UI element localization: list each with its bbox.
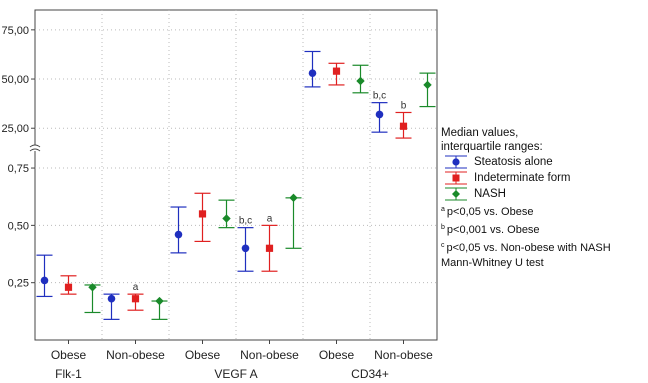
- axis-break-mark: [29, 144, 41, 148]
- legend-entry-nash: NASH: [441, 186, 611, 202]
- axis-break-gap: [29, 145, 41, 151]
- legend-swatch-diamond-icon: [445, 187, 467, 201]
- legend-label-nash: NASH: [474, 188, 506, 200]
- y-tick-label: 0,50: [8, 220, 29, 232]
- x-group-label: Flk-1: [55, 367, 82, 381]
- y-tick-label: 50,00: [1, 74, 29, 86]
- point-median-steatosis: [241, 244, 250, 253]
- point-median-nash: [289, 193, 298, 203]
- legend-label-indeterminate: Indeterminate form: [474, 172, 571, 184]
- x-category-label: Non-obese: [374, 348, 433, 362]
- x-category-label: Non-obese: [106, 348, 165, 362]
- significance-label: b: [401, 100, 407, 111]
- legend: Median values, interquartile ranges: Ste…: [441, 126, 611, 271]
- y-tick-label: 25,00: [1, 123, 29, 135]
- legend-swatch-square-icon: [445, 171, 467, 185]
- point-median-indeterminate: [399, 122, 408, 130]
- point-median-steatosis: [40, 276, 49, 285]
- significance-label: a: [267, 213, 273, 224]
- point-median-indeterminate: [64, 283, 73, 291]
- point-median-indeterminate: [332, 67, 341, 75]
- significance-label: b,c: [373, 91, 386, 102]
- point-median-indeterminate: [131, 295, 140, 303]
- point-median-nash: [88, 283, 97, 292]
- point-median-steatosis: [174, 230, 183, 239]
- y-tick-label: 0,25: [8, 278, 29, 290]
- legend-entry-steatosis: Steatosis alone: [441, 154, 611, 170]
- y-tick-label: 75,00: [1, 25, 29, 37]
- legend-entry-indeterminate: Indeterminate form: [441, 170, 611, 186]
- point-median-steatosis: [375, 110, 384, 119]
- point-median-nash: [356, 76, 365, 86]
- legend-title-line-2: interquartile ranges:: [441, 141, 543, 153]
- legend-label-steatosis: Steatosis alone: [474, 156, 553, 168]
- legend-title-line-1: Median values,: [441, 127, 519, 139]
- significance-label: a: [133, 282, 139, 293]
- y-tick-label: 0,75: [8, 163, 29, 175]
- x-category-label: Obese: [185, 348, 221, 362]
- point-median-nash: [155, 296, 164, 306]
- significance-label: b,c: [239, 216, 252, 227]
- point-median-indeterminate: [265, 244, 274, 252]
- point-median-nash: [222, 214, 231, 223]
- x-category-label: Obese: [51, 348, 87, 362]
- legend-note-b: b p<0,001 vs. Obese: [441, 224, 540, 236]
- point-median-nash: [423, 80, 432, 90]
- point-median-steatosis: [107, 294, 116, 303]
- x-category-label: Obese: [319, 348, 355, 362]
- legend-swatch-circle-icon: [445, 155, 467, 169]
- legend-test: Mann-Whitney U test: [441, 257, 544, 269]
- axis-break-mark: [29, 148, 41, 152]
- x-group-label: VEGF A: [214, 367, 257, 381]
- point-median-indeterminate: [198, 210, 207, 218]
- legend-note-c: c p<0,05 vs. Non-obese with NASH: [441, 242, 611, 254]
- x-group-label: CD34+: [351, 367, 389, 381]
- point-median-steatosis: [308, 69, 317, 77]
- legend-note-a: a p<0,05 vs. Obese: [441, 206, 534, 218]
- x-category-label: Non-obese: [240, 348, 299, 362]
